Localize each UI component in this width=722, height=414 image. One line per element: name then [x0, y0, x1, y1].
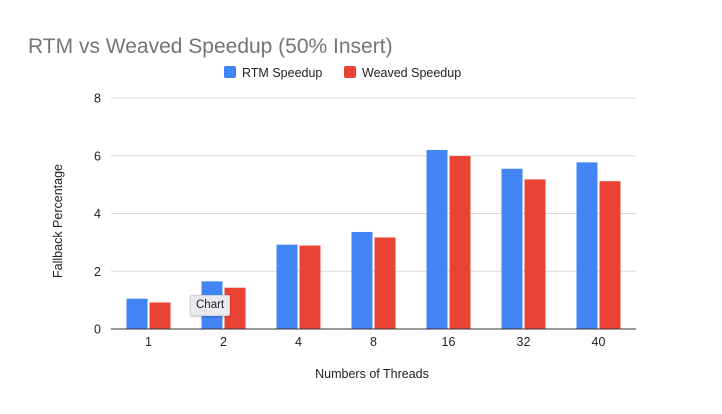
chart-title: RTM vs Weaved Speedup (50% Insert): [28, 35, 393, 58]
bar-rtm-speedup-40: [576, 162, 598, 329]
y-tick-label: 4: [94, 207, 101, 221]
legend-label-weaved-speedup: Weaved Speedup: [362, 66, 461, 80]
y-tick-label: 6: [94, 149, 101, 163]
bar-rtm-speedup-16: [426, 149, 448, 329]
y-tick-label: 2: [94, 265, 101, 279]
bar-weaved-speedup-1: [149, 302, 171, 329]
legend-swatch-weaved-speedup: [344, 66, 356, 78]
bar-rtm-speedup-1: [126, 298, 148, 329]
y-axis-title: Fallback Percentage: [51, 164, 65, 278]
x-tick-label: 2: [220, 335, 227, 349]
bar-weaved-speedup-8: [374, 237, 396, 329]
y-axis-ticks: 0 2 4 6 8: [94, 92, 101, 337]
bar-rtm-speedup-4: [276, 244, 298, 329]
y-tick-label: 0: [94, 323, 101, 337]
legend-label-rtm-speedup: RTM Speedup: [242, 66, 322, 80]
x-tick-label: 32: [517, 335, 531, 349]
chart-tooltip: Chart: [190, 295, 231, 316]
bars: [126, 149, 621, 329]
y-tick-label: 8: [94, 92, 101, 106]
x-tick-label: 4: [295, 335, 302, 349]
bar-weaved-speedup-16: [449, 156, 471, 329]
bar-weaved-speedup-32: [524, 179, 546, 329]
bar-rtm-speedup-32: [501, 168, 523, 329]
bar-weaved-speedup-4: [299, 245, 321, 329]
x-axis-title: Numbers of Threads: [315, 367, 429, 381]
legend-swatch-rtm-speedup: [224, 66, 236, 78]
x-tick-label: 40: [592, 335, 606, 349]
legend: RTM Speedup Weaved Speedup: [224, 66, 461, 80]
bar-weaved-speedup-40: [599, 181, 621, 329]
gridlines: [111, 97, 636, 272]
bar-rtm-speedup-8: [351, 231, 373, 329]
x-tick-label: 8: [370, 335, 377, 349]
x-axis-ticks: 1 2 4 8 16 32 40: [145, 335, 605, 349]
x-tick-label: 1: [145, 335, 152, 349]
x-tick-label: 16: [442, 335, 456, 349]
